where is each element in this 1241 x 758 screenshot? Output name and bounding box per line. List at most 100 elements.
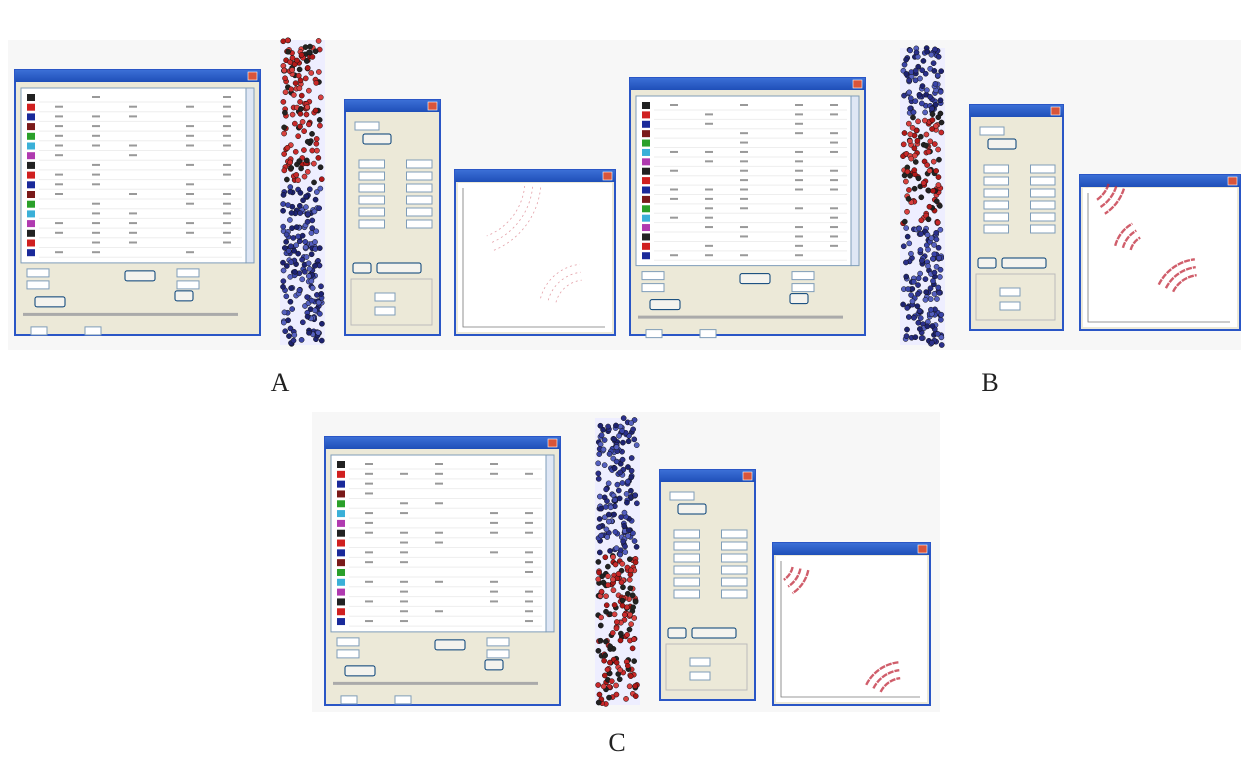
particle xyxy=(602,652,609,659)
input-field xyxy=(983,188,1009,198)
cell-text xyxy=(830,216,838,219)
input-field xyxy=(406,207,433,217)
particle xyxy=(925,148,932,155)
cell-text xyxy=(525,521,533,524)
particle xyxy=(284,37,291,44)
cell-text xyxy=(223,241,231,244)
particle xyxy=(596,569,602,576)
color-swatch xyxy=(27,200,35,208)
cell-text xyxy=(705,188,713,191)
particle xyxy=(627,673,634,679)
input-field xyxy=(673,553,700,563)
particle xyxy=(615,570,622,577)
cell-text xyxy=(795,169,803,172)
close-button xyxy=(247,71,258,81)
cell-text xyxy=(400,580,408,583)
particle xyxy=(938,68,945,75)
button xyxy=(484,659,504,671)
particle xyxy=(309,147,316,154)
particle xyxy=(938,119,945,126)
particle xyxy=(618,579,625,586)
particle xyxy=(312,107,319,114)
cell-text xyxy=(525,561,533,564)
cell-text xyxy=(795,235,803,238)
particle xyxy=(937,266,944,273)
particle xyxy=(630,426,636,433)
particle xyxy=(285,202,291,208)
particle xyxy=(302,44,309,50)
cell-text xyxy=(129,105,137,108)
title-bar xyxy=(345,100,440,112)
particle xyxy=(605,480,612,487)
particle xyxy=(302,75,309,82)
particle xyxy=(630,530,636,537)
particle xyxy=(597,637,604,644)
particle xyxy=(313,228,320,235)
particle xyxy=(289,111,296,118)
close-button xyxy=(427,101,438,111)
diffraction-arc xyxy=(492,187,542,252)
color-swatch xyxy=(27,94,35,101)
input-field xyxy=(406,183,433,193)
particle xyxy=(610,576,616,583)
particle xyxy=(629,645,636,652)
button xyxy=(649,299,681,311)
particle xyxy=(281,124,287,131)
cell-text xyxy=(129,231,137,234)
particle xyxy=(936,156,942,163)
cell-text xyxy=(670,216,678,219)
cell-text xyxy=(705,216,713,219)
particle xyxy=(917,247,924,253)
particle xyxy=(316,205,323,212)
particle xyxy=(304,218,311,225)
input-field xyxy=(358,183,385,193)
particle xyxy=(281,67,288,74)
particle xyxy=(617,637,624,644)
button xyxy=(691,627,737,639)
cell-text xyxy=(705,150,713,153)
particle xyxy=(920,180,927,186)
button xyxy=(739,273,771,285)
particle xyxy=(626,576,633,583)
cell-text xyxy=(705,254,713,257)
input-field xyxy=(406,159,433,169)
particle xyxy=(901,130,908,136)
cell-text xyxy=(55,193,63,195)
input-field xyxy=(983,212,1009,222)
particle xyxy=(607,548,613,554)
diffraction-arc xyxy=(787,568,802,588)
particle xyxy=(303,58,310,64)
particle xyxy=(604,534,611,540)
particle xyxy=(922,109,928,116)
particle xyxy=(633,442,640,449)
cell-text xyxy=(223,163,231,166)
cell-text xyxy=(186,202,194,205)
cell-text xyxy=(223,115,231,118)
cell-text xyxy=(92,115,100,118)
cell-text xyxy=(435,472,443,475)
particle xyxy=(280,278,287,285)
particle xyxy=(608,678,615,685)
axes xyxy=(780,561,920,698)
particle xyxy=(619,427,625,434)
color-swatch xyxy=(337,529,345,537)
particle xyxy=(287,217,293,223)
particle xyxy=(602,554,609,561)
diffraction-arc xyxy=(1172,273,1197,293)
particle xyxy=(298,92,305,99)
particle xyxy=(934,331,941,337)
input-field xyxy=(406,195,433,205)
particle xyxy=(937,110,944,117)
diffraction-arc xyxy=(872,669,900,689)
particle xyxy=(595,559,602,565)
status-line xyxy=(333,681,538,685)
cell-text xyxy=(400,561,408,564)
cell-text xyxy=(55,134,63,137)
color-swatch xyxy=(337,559,345,567)
cell-text xyxy=(92,134,100,137)
cell-text xyxy=(740,226,748,229)
cell-text xyxy=(705,226,713,229)
cell-text xyxy=(55,154,63,157)
particle xyxy=(306,49,312,56)
input-field xyxy=(358,207,385,217)
